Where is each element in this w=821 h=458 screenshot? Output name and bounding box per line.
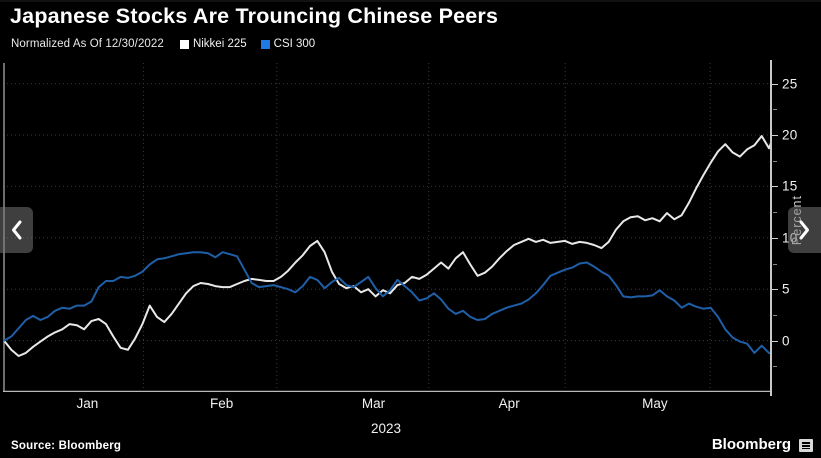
y-axis: 0510152025 (768, 60, 821, 396)
y-axis-tick (772, 340, 778, 342)
series-line-nikkei (3, 135, 770, 357)
y-axis-line (770, 60, 772, 396)
legend-item-nikkei: Nikkei 225 (179, 38, 247, 50)
y-axis-minor-tick (773, 160, 777, 162)
bloomberg-terminal-icon (799, 439, 813, 452)
x-axis-tick-label: Apr (498, 396, 520, 411)
chevron-left-icon (12, 220, 22, 240)
y-axis-tick-label: 20 (782, 127, 798, 143)
y-axis-minor-tick (773, 109, 777, 111)
x-axis-year: 2023 (370, 421, 402, 436)
x-axis-tick-label: Jan (76, 396, 99, 411)
y-axis-tick (772, 135, 778, 136)
y-axis-minor-tick (773, 366, 777, 368)
y-axis-minor-tick (773, 263, 777, 265)
series-line-csi (3, 251, 770, 355)
legend-swatch-csi (260, 39, 270, 49)
y-axis-tick-label: 15 (782, 178, 798, 194)
legend-item-csi: CSI 300 (260, 38, 316, 50)
plot-area (3, 63, 770, 392)
x-axis-tick-label: Mar (361, 396, 386, 411)
y-axis-tick-label: 5 (782, 281, 790, 297)
y-axis-tick (772, 186, 778, 188)
next-chart-button[interactable] (788, 207, 821, 253)
brand-wordmark: Bloomberg (711, 436, 791, 453)
y-axis-minor-tick (773, 314, 777, 316)
prev-chart-button[interactable] (0, 207, 33, 253)
y-axis-minor-tick (773, 212, 777, 214)
y-axis-tick-label: 0 (782, 333, 790, 349)
chevron-right-icon (799, 220, 809, 240)
y-axis-tick (772, 83, 778, 85)
y-axis-tick (772, 237, 778, 239)
y-axis-tick-label: 25 (782, 76, 798, 92)
source-credit: Source: Bloomberg (11, 440, 122, 452)
y-axis-tick (772, 289, 778, 291)
x-axis-tick-label: May (642, 396, 668, 411)
subtitle: Normalized As Of 12/30/2022 (11, 38, 164, 50)
line-chart-svg (3, 63, 770, 392)
legend-swatch-nikkei (179, 39, 189, 49)
top-divider (0, 0, 821, 2)
legend-label-csi: CSI 300 (273, 38, 316, 50)
legend-label-nikkei: Nikkei 225 (192, 38, 247, 50)
x-axis-tick-label: Feb (209, 396, 234, 411)
subtitle-legend-row: Normalized As Of 12/30/2022 Nikkei 225 C… (11, 38, 315, 50)
page-title: Japanese Stocks Are Trouncing Chinese Pe… (10, 4, 499, 28)
